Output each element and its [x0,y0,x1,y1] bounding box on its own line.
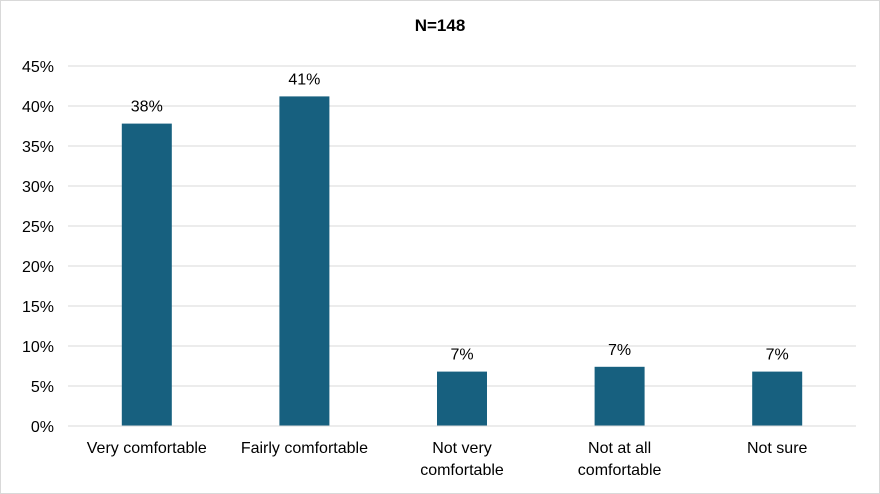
y-tick-label: 20% [22,259,54,276]
y-tick-label: 25% [22,219,54,236]
data-label: 41% [288,71,320,88]
x-category-label: Fairly comfortable [241,440,368,457]
bar [437,371,487,426]
chart-title: N=148 [414,16,466,35]
bar [594,366,645,426]
y-tick-label: 0% [31,419,54,436]
y-tick-label: 35% [22,139,54,156]
x-category-label: comfortable [420,462,504,479]
bar [752,371,803,426]
bar [121,123,172,426]
data-label: 7% [766,347,789,364]
x-category-label: comfortable [578,462,662,479]
data-label: 38% [131,99,163,116]
bars [121,96,803,427]
y-tick-label: 40% [22,99,54,116]
y-axis-ticks: 0% 5% 10% 15% 20% 25% 30% 35% 40% 45% [22,59,54,436]
bar [279,96,330,427]
data-label: 7% [608,342,631,359]
x-category-label: Not very [432,440,492,457]
y-tick-label: 10% [22,339,54,356]
x-axis-categories: Very comfortable Fairly comfortable Not ve… [87,440,808,479]
x-category-label: Not sure [747,440,808,457]
data-label: 7% [450,347,473,364]
y-tick-label: 15% [22,299,54,316]
x-category-label: Not at all [588,440,651,457]
x-category-label: Very comfortable [87,440,207,457]
gridlines [68,65,856,387]
y-tick-label: 5% [31,379,54,396]
y-tick-label: 30% [22,179,54,196]
y-tick-label: 45% [22,59,54,76]
data-labels: 38% 41% 7% 7% 7% [131,71,789,363]
